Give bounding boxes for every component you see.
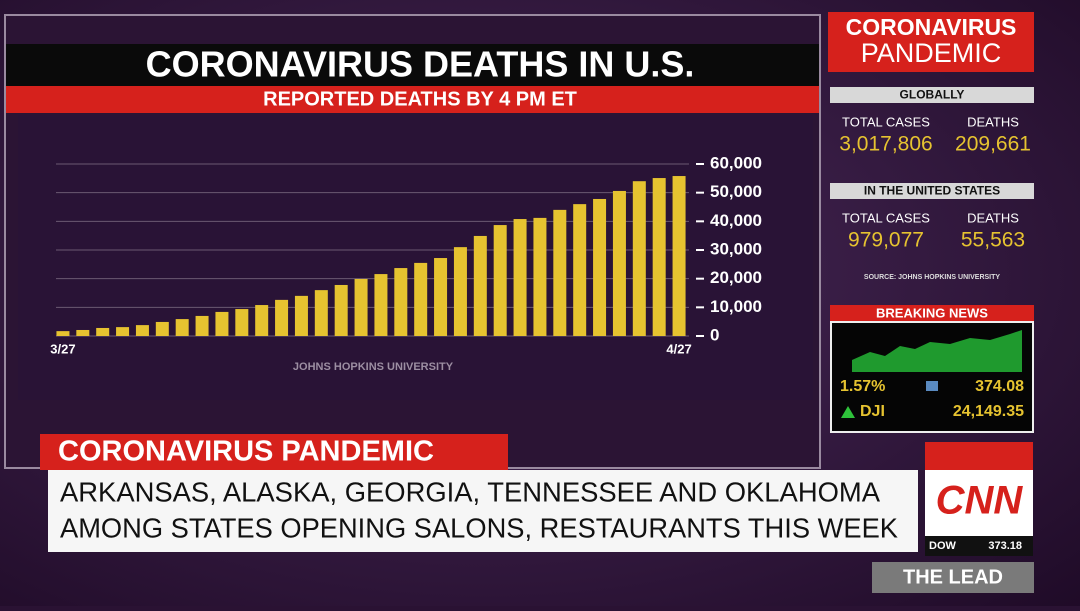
section-bar <box>830 87 1034 103</box>
bar <box>473 235 487 336</box>
stat-value: 55,563 <box>961 229 1025 252</box>
bar <box>116 327 130 336</box>
ticker-value: 373.18 <box>988 540 1022 552</box>
market-level: 24,149.35 <box>953 403 1024 420</box>
y-tick-label: 60,000 <box>710 153 762 172</box>
bar <box>76 329 90 336</box>
section-title: GLOBALLY <box>900 88 965 102</box>
bar <box>672 176 686 336</box>
bar <box>314 290 328 336</box>
bar <box>235 309 249 336</box>
chart-title: CORONAVIRUS DEATHS IN U.S. <box>146 44 695 85</box>
show-box <box>872 562 1034 593</box>
bar <box>255 305 269 336</box>
y-tick-label: 10,000 <box>710 297 762 316</box>
market-points: 374.08 <box>975 378 1024 395</box>
bar <box>593 198 607 336</box>
sidebar-header: PANDEMIC <box>861 38 1002 68</box>
up-arrow <box>841 406 855 418</box>
bar <box>155 321 169 336</box>
subtitle-band <box>6 86 819 113</box>
market-change: 1.57% <box>840 378 885 395</box>
bar <box>56 331 70 336</box>
bar <box>96 327 110 336</box>
show-name: THE LEAD <box>903 566 1003 588</box>
chart-subtitle: REPORTED DEATHS BY 4 PM ET <box>263 88 577 110</box>
ticker-box <box>925 536 1033 556</box>
stat-label: TOTAL CASES <box>842 114 930 129</box>
y-tick-label: 40,000 <box>710 211 762 230</box>
y-tick-label: 20,000 <box>710 268 762 287</box>
bar <box>632 181 646 336</box>
bar <box>414 262 428 336</box>
sidebar-header: CORONAVIRUS <box>846 14 1017 40</box>
stat-value: 979,077 <box>848 229 924 252</box>
tag-box <box>40 434 508 470</box>
bar <box>275 299 289 336</box>
bar <box>215 311 229 336</box>
bar <box>195 315 209 336</box>
stat-value: 209,661 <box>955 133 1031 156</box>
bar <box>533 217 547 336</box>
market-sparkline <box>852 330 1022 372</box>
bar <box>394 268 408 336</box>
logo-inner <box>925 470 1033 536</box>
plot-panel <box>18 115 813 400</box>
x-tick-label: 3/27 <box>50 341 75 356</box>
bar <box>135 325 149 336</box>
section-bar <box>830 183 1034 199</box>
logo: CNN <box>936 479 1024 523</box>
chart-source: JOHNS HOPKINS UNIVERSITY <box>293 361 454 373</box>
y-tick-label: 0 <box>710 325 719 344</box>
bar <box>652 178 666 336</box>
bar <box>374 274 388 336</box>
ticker-name: DOW <box>929 540 957 552</box>
headline-box <box>48 470 918 552</box>
bar <box>175 319 189 336</box>
section-title: IN THE UNITED STATES <box>864 184 1000 198</box>
bar <box>453 247 467 336</box>
bar <box>294 295 308 336</box>
stat-value: 3,017,806 <box>839 133 932 156</box>
bar <box>513 219 527 336</box>
headline: ARKANSAS, ALASKA, GEORGIA, TENNESSEE AND… <box>60 476 880 507</box>
y-tick-label: 30,000 <box>710 239 762 258</box>
lower-third-tag: CORONAVIRUS PANDEMIC <box>58 436 434 468</box>
bar <box>553 209 567 336</box>
bar <box>334 284 348 336</box>
stat-label: DEATHS <box>967 210 1019 225</box>
plot: 0 10,000 20,000 30,000 40,000 50,000 60,000 3/2… <box>50 153 762 356</box>
bar <box>493 225 507 336</box>
bar <box>612 190 626 336</box>
bar <box>573 204 587 336</box>
breaking-title: BREAKING NEWS <box>876 305 988 320</box>
sidebar-header-box <box>828 12 1034 72</box>
stat-label: TOTAL CASES <box>842 210 930 225</box>
y-tick-label: 50,000 <box>710 182 762 201</box>
stat-label: DEATHS <box>967 114 1019 129</box>
nyse-icon <box>926 381 938 391</box>
x-tick-label: 4/27 <box>666 341 691 356</box>
sidebar-source: SOURCE: JOHNS HOPKINS UNIVERSITY <box>864 274 1000 281</box>
headline: AMONG STATES OPENING SALONS, RESTAURANTS… <box>60 512 898 543</box>
market-index: DJI <box>860 403 885 420</box>
bar <box>354 278 368 336</box>
title-band <box>6 44 819 86</box>
breaking-bar <box>830 305 1034 322</box>
bar <box>434 258 448 336</box>
